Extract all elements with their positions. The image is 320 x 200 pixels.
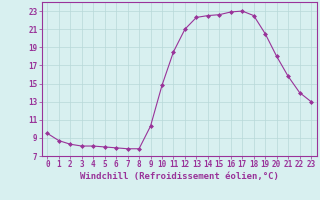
X-axis label: Windchill (Refroidissement éolien,°C): Windchill (Refroidissement éolien,°C) bbox=[80, 172, 279, 181]
